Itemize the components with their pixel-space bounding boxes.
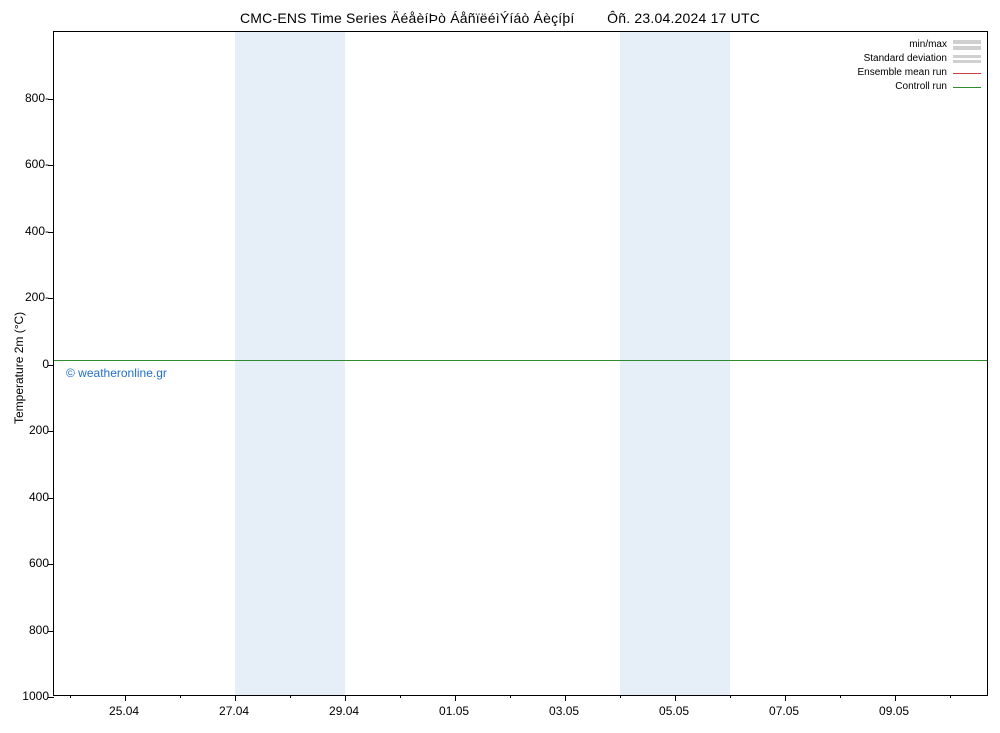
legend-swatch-control: [953, 87, 981, 88]
x-tick-minor: [400, 695, 401, 698]
title-right: Ôñ. 23.04.2024 17 UTC: [607, 10, 760, 26]
y-tick-label: -400: [9, 224, 49, 238]
chart-title: CMC-ENS Time Series ÄéåèíÞò ÁåñïëéìÝíáò …: [0, 10, 1000, 26]
legend-label: Ensemble mean run: [858, 66, 948, 80]
x-tick-label: 27.04: [219, 704, 249, 718]
x-tick: [565, 695, 566, 701]
x-tick: [125, 695, 126, 701]
title-left: CMC-ENS Time Series ÄéåèíÞò ÁåñïëéìÝíáò …: [240, 10, 574, 26]
x-tick: [895, 695, 896, 701]
y-tick-label: -200: [9, 290, 49, 304]
y-tick-label: -600: [9, 157, 49, 171]
x-tick: [675, 695, 676, 701]
x-tick: [235, 695, 236, 701]
x-tick-label: 03.05: [549, 704, 579, 718]
x-tick-label: 01.05: [439, 704, 469, 718]
x-tick: [455, 695, 456, 701]
x-tick-minor: [840, 695, 841, 698]
legend-item: Controll run: [858, 80, 982, 94]
watermark: © weatheronline.gr: [66, 366, 167, 380]
legend-swatch-std: [953, 55, 981, 63]
shaded-band: [620, 32, 730, 695]
x-tick-label: 29.04: [329, 704, 359, 718]
y-tick-label: 400: [9, 490, 49, 504]
x-tick: [785, 695, 786, 701]
x-tick-minor: [290, 695, 291, 698]
y-tick-label: 0: [9, 357, 49, 371]
shaded-band: [235, 32, 345, 695]
x-tick-minor: [730, 695, 731, 698]
x-tick-minor: [510, 695, 511, 698]
x-tick-minor: [620, 695, 621, 698]
x-tick: [345, 695, 346, 701]
legend-item: Ensemble mean run: [858, 66, 982, 80]
legend-label: Standard deviation: [864, 52, 947, 66]
legend-label: min/max: [909, 38, 947, 52]
legend-item: min/max: [858, 38, 982, 52]
x-tick-label: 05.05: [659, 704, 689, 718]
y-tick-label: -800: [9, 91, 49, 105]
legend-label: Controll run: [895, 80, 947, 94]
plot-area: min/max Standard deviation Ensemble mean…: [53, 31, 988, 696]
y-tick-label: 200: [9, 423, 49, 437]
y-tick-label: 1000: [9, 689, 49, 703]
x-tick-minor: [950, 695, 951, 698]
legend-item: Standard deviation: [858, 52, 982, 66]
x-tick-label: 09.05: [879, 704, 909, 718]
y-tick-label: 600: [9, 556, 49, 570]
x-tick-label: 25.04: [109, 704, 139, 718]
chart-container: CMC-ENS Time Series ÄéåèíÞò ÁåñïëéìÝíáò …: [0, 0, 1000, 733]
legend: min/max Standard deviation Ensemble mean…: [858, 38, 982, 94]
control-run-line: [54, 360, 987, 361]
legend-swatch-minmax: [953, 40, 981, 50]
x-tick-label: 07.05: [769, 704, 799, 718]
x-tick-minor: [180, 695, 181, 698]
x-tick-minor: [70, 695, 71, 698]
legend-swatch-mean: [953, 73, 981, 74]
y-tick-label: 800: [9, 623, 49, 637]
